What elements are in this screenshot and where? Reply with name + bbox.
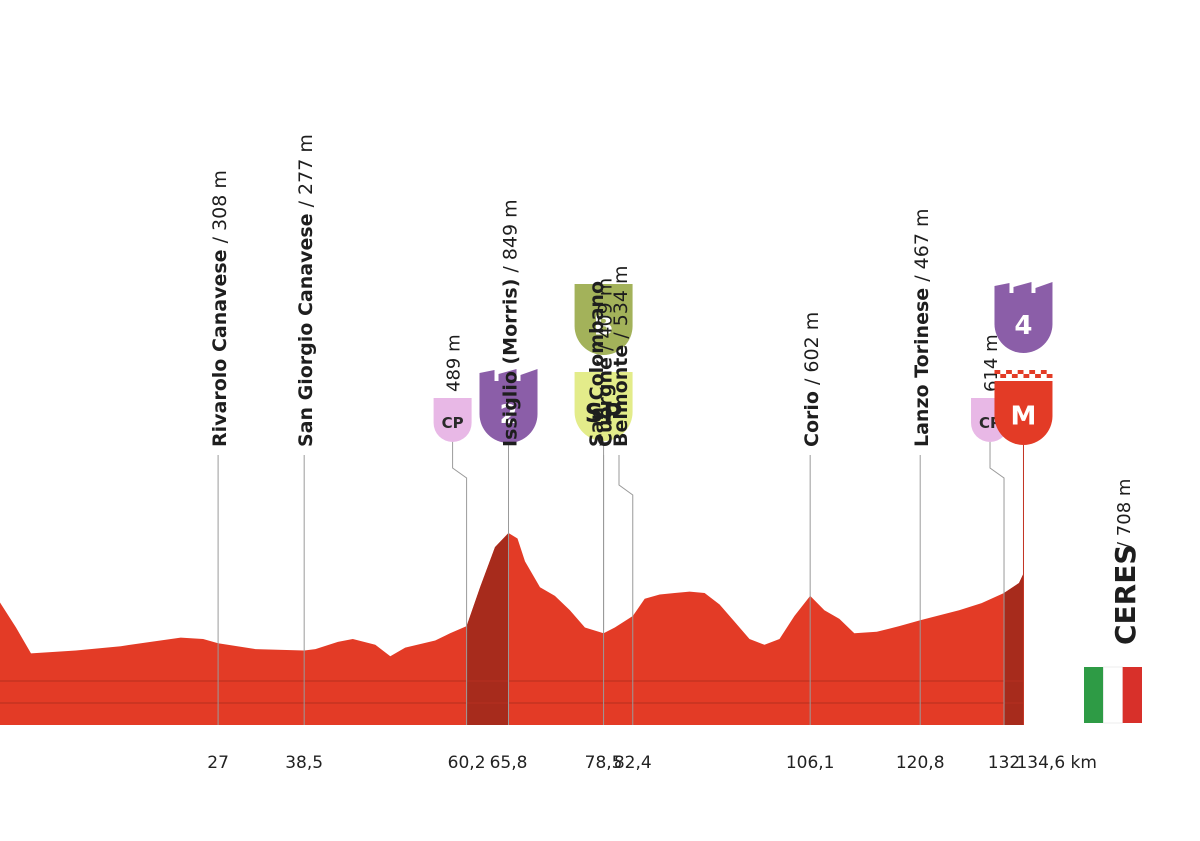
location-label-0: Rivarolo Canavese / 308 m [209, 170, 231, 447]
km-label-2: 60,2 [448, 753, 486, 773]
sprint-badge-shape [574, 381, 633, 441]
climb-segment-1 [466, 533, 509, 725]
location-labels-group: Rivarolo Canavese / 308 m San Giorgio Can… [209, 134, 933, 447]
cat4-crown [994, 282, 1053, 293]
climb-cat2-badge-shape [479, 381, 538, 443]
cp-alt-4: 614 m [981, 334, 1002, 392]
climb-cat2-badge-label: 2 [499, 400, 517, 430]
flag-red [1122, 667, 1142, 723]
location-alt: / 467 m [911, 209, 933, 288]
finish-badge-label: M [1011, 402, 1037, 432]
finish-badge-shape [994, 381, 1053, 445]
location-name-line2: Belmonte [610, 345, 632, 447]
location-label-1: San Giorgio Canavese / 277 m [295, 134, 317, 447]
km-label-1: 38,5 [285, 753, 323, 773]
location-alt: / 602 m [801, 312, 823, 391]
location-name: Lanzo Torinese [911, 288, 933, 447]
location-alt: / 534 m [610, 265, 632, 344]
km-label-7: 120,8 [896, 753, 945, 773]
finish-check-1 [1000, 374, 1007, 378]
location-name: Corio [801, 391, 823, 447]
location-alt: / 849 m [500, 199, 522, 278]
finish-group: CERES/ 708 m [1084, 479, 1142, 724]
finish-check-7 [1035, 374, 1041, 378]
profile-area-group [0, 533, 1024, 725]
cat2-crown [479, 369, 538, 381]
finish-check-6 [1029, 370, 1036, 374]
sprint-badge-label: SP [585, 399, 623, 429]
location-name: Rivarolo Canavese [209, 249, 231, 447]
finish-check-0 [994, 370, 1001, 374]
finish-check-8 [1040, 370, 1047, 374]
flag-white [1103, 666, 1123, 724]
location-name: Issiglio (Morris) [500, 279, 522, 447]
leader-lines-group [217, 440, 1024, 725]
finish-name: CERES [1109, 544, 1142, 645]
cp-leader-0 [452, 440, 468, 725]
km-labels-group: 27 38,5 60,2 65,8 78,582,4 106,1 120,8 132134,6… [207, 753, 1097, 773]
km-label-5: 82,4 [614, 753, 652, 773]
location-label-4: San Colombano Belmonte / 534 m [586, 265, 632, 447]
finish-alt: / 708 m [1114, 479, 1135, 548]
location-label-5: Corio / 602 m [801, 312, 823, 447]
climb-cat4-badge-shape [994, 293, 1053, 353]
finish-check-5 [1023, 374, 1030, 378]
km-label-0: 27 [207, 753, 229, 773]
finish-check-3 [1011, 374, 1018, 378]
climb-segment-2 [1004, 533, 1024, 725]
bonus-crown [574, 284, 633, 291]
km-label-8: 132 [988, 753, 1020, 773]
location-alt: / 308 m [209, 170, 231, 249]
bonus-badge-shape [574, 291, 633, 355]
flag-green [1084, 667, 1104, 723]
finish-check-2 [1006, 370, 1012, 374]
location-name: San Giorgio Canavese [295, 213, 317, 447]
finish-check-9 [1046, 374, 1053, 378]
km-label-4: 78,5 [585, 753, 623, 773]
location-alt: / 409 m [595, 278, 617, 357]
location-name-line1: San Colombano [586, 281, 608, 447]
leader-line-4 [618, 455, 634, 725]
location-label-2: Issiglio (Morris) / 849 m [500, 199, 522, 447]
sprint-crown [574, 372, 633, 381]
cp-alt-0: 489 m [444, 334, 465, 392]
location-label-6: Lanzo Torinese / 467 m [911, 209, 933, 447]
location-name: Cuorgné [595, 357, 617, 447]
km-label-9: 134,6 km [1016, 753, 1096, 773]
profile-area [0, 533, 1024, 725]
finish-check-4 [1017, 370, 1024, 374]
cp-badge-0-shape [433, 398, 472, 443]
km-label-3: 65,8 [490, 753, 528, 773]
km-label-6: 106,1 [786, 753, 835, 773]
location-alt: / 277 m [295, 134, 317, 213]
climb-cat4-badge-label: 4 [1014, 311, 1032, 341]
cp-badge-0-label: CP [442, 414, 464, 432]
location-label-3: Cuorgné / 409 m [595, 278, 617, 447]
cp-leader-4 [989, 440, 1005, 725]
bonus-badge-label: B [594, 312, 614, 342]
